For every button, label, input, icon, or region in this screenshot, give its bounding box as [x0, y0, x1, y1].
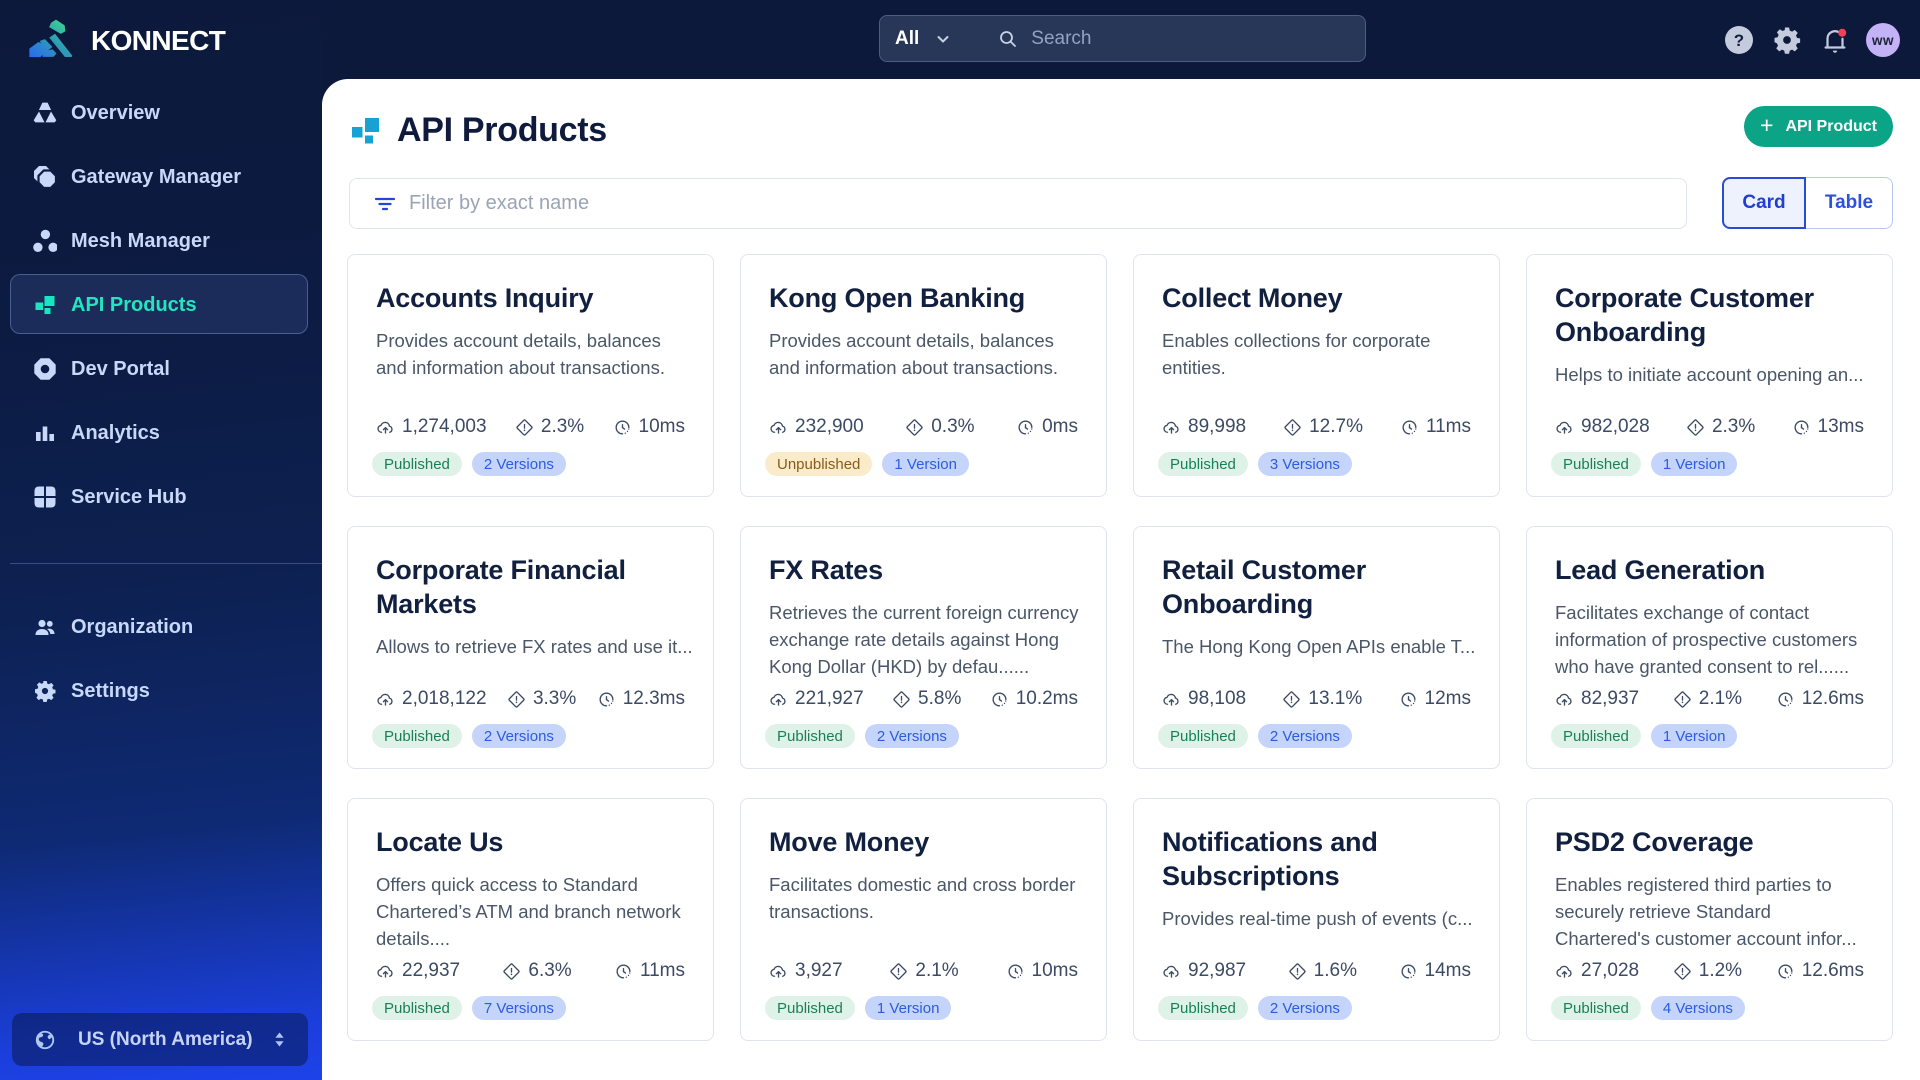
svg-text:?: ? [1734, 31, 1744, 50]
